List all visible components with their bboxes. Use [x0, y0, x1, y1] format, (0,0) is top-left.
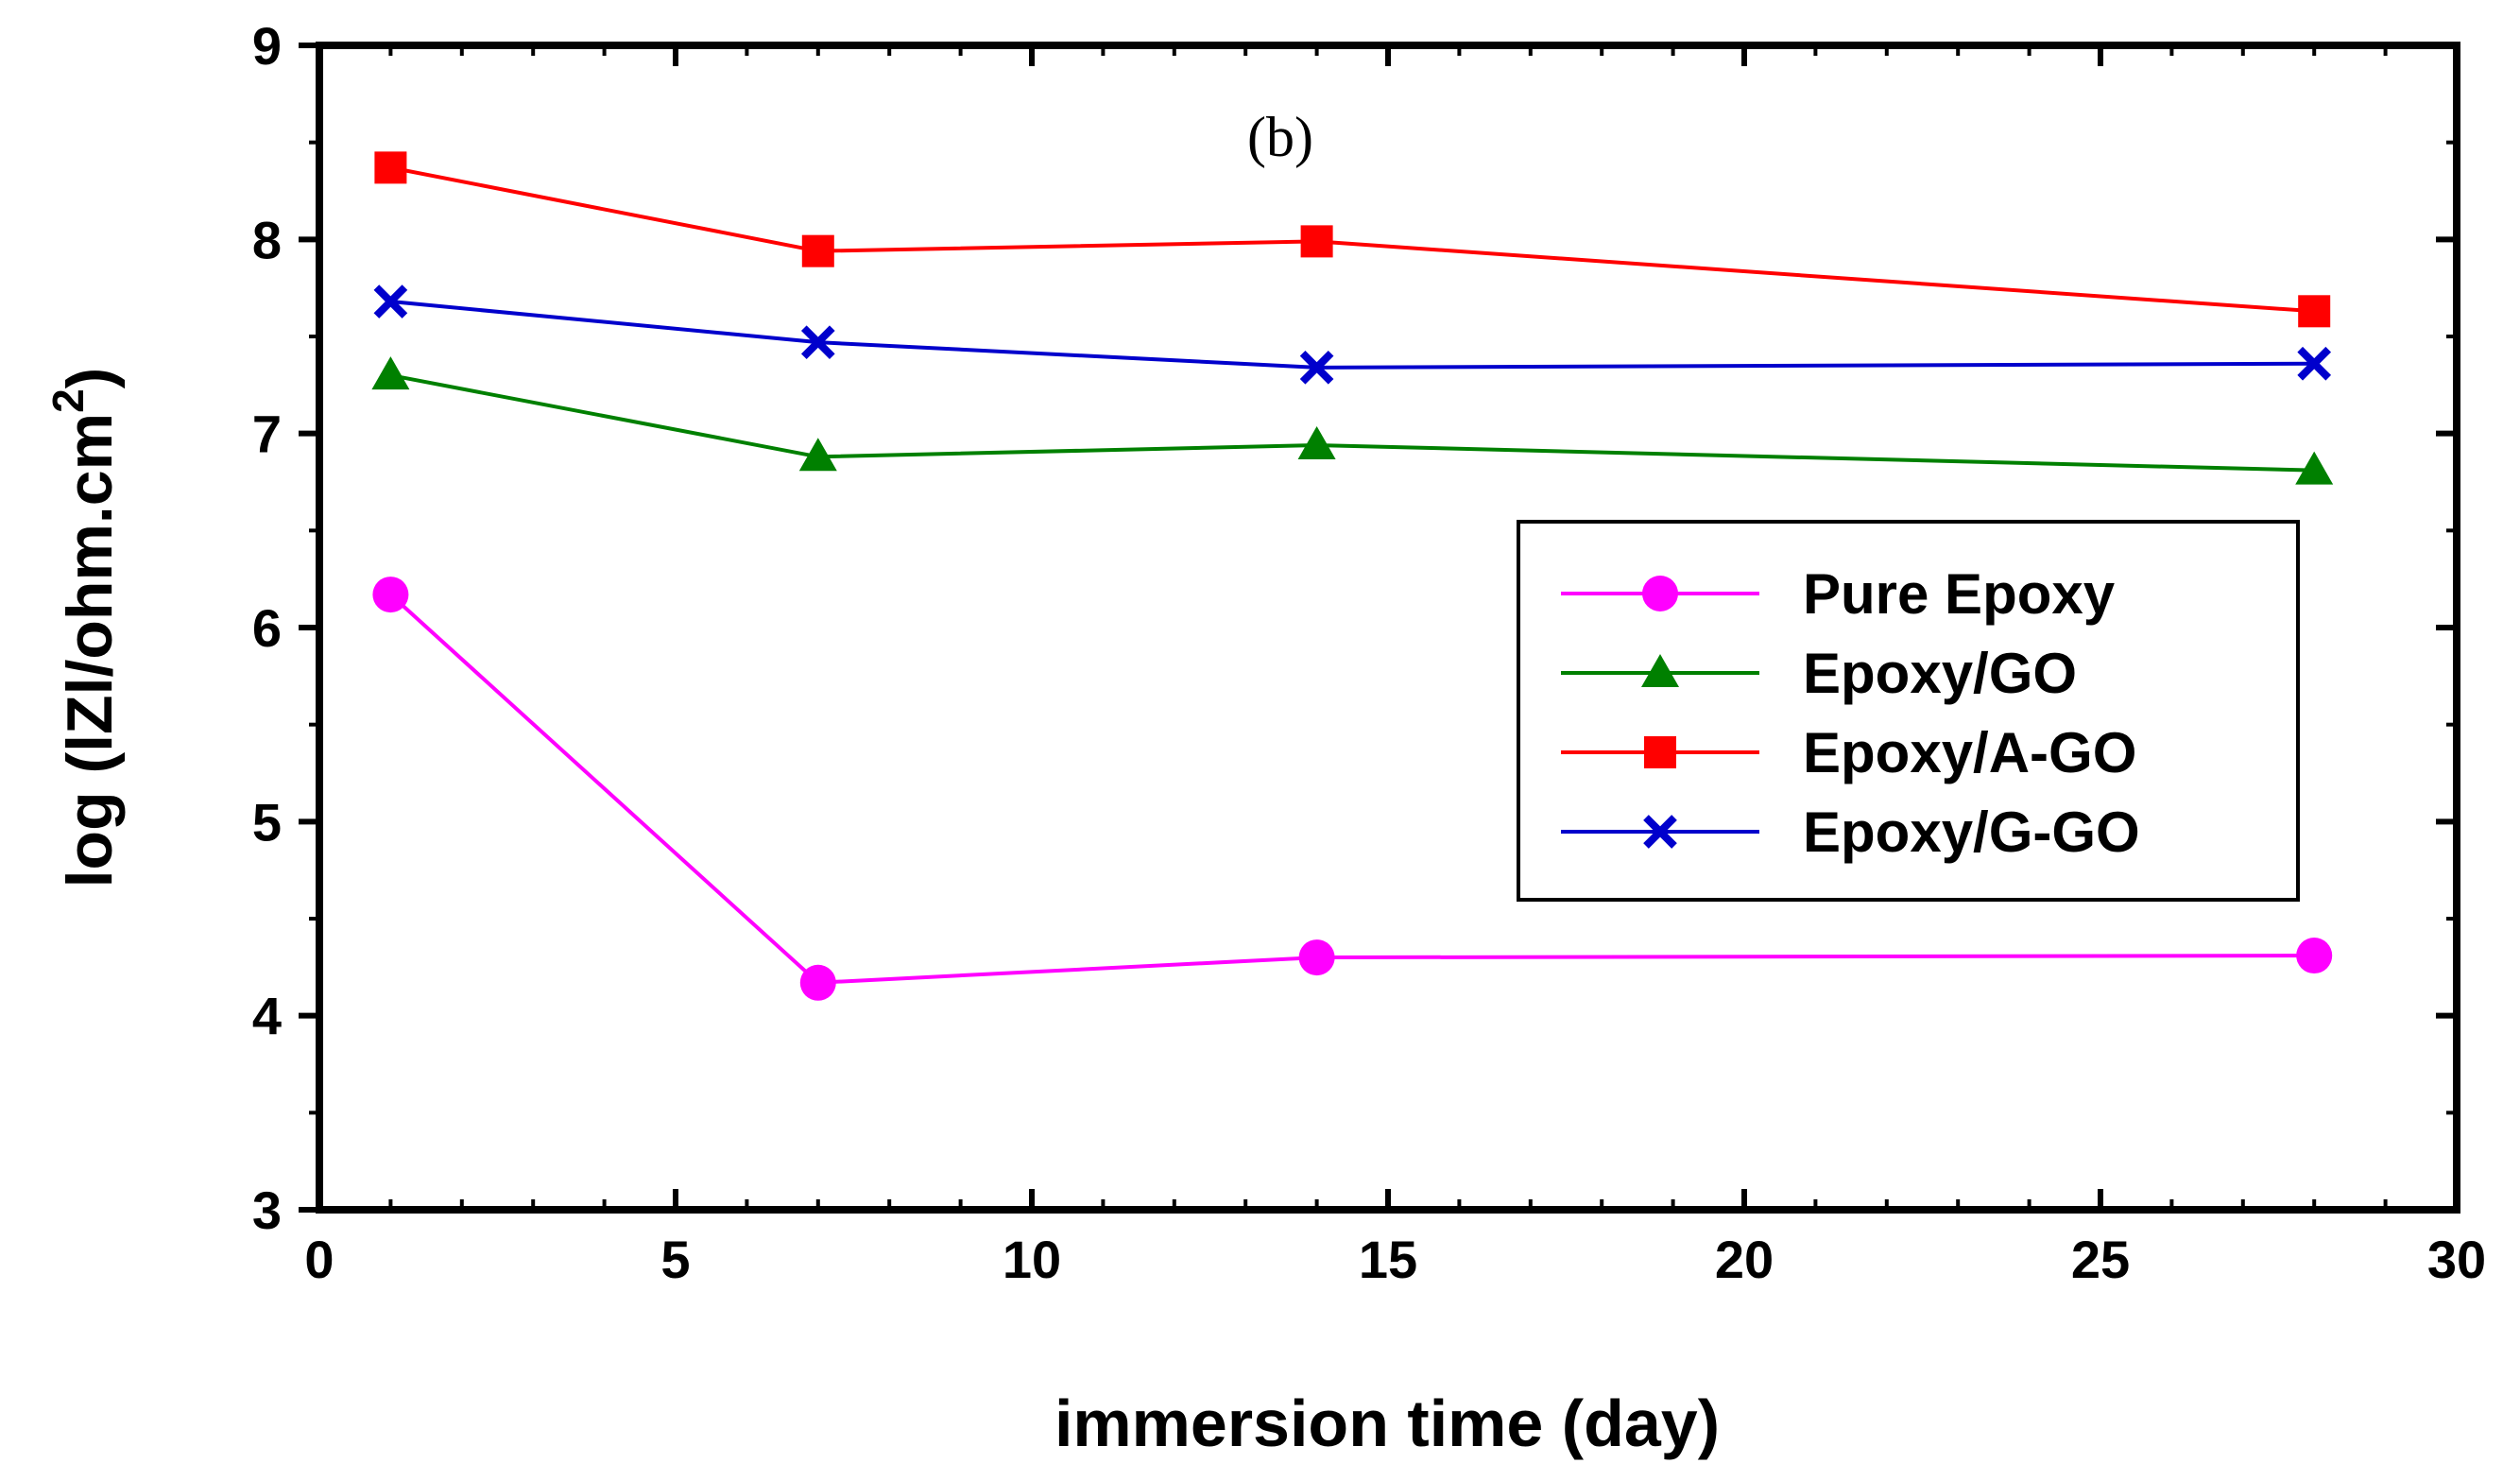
legend-item-pure-epoxy: Pure Epoxy	[1561, 562, 2116, 626]
data-point-epoxy-a-go	[1300, 225, 1333, 258]
x-tick-label: 25	[2071, 1230, 2130, 1289]
data-point-pure-epoxy	[799, 964, 836, 1001]
data-point-epoxy-go	[2295, 451, 2334, 485]
y-axis-title-main: log (lZl/ohm.cm	[54, 413, 126, 887]
y-axis-title: log (lZl/ohm.cm2)	[43, 368, 126, 888]
legend-item-epoxy-a-go: Epoxy/A-GO	[1561, 721, 2136, 784]
y-axis-title-end: )	[54, 368, 126, 389]
data-point-epoxy-go	[798, 438, 837, 472]
legend-marker	[1642, 576, 1678, 611]
data-point-epoxy-g-go	[800, 325, 835, 359]
data-point-epoxy-a-go	[374, 151, 407, 184]
legend-item-epoxy-g-go: Epoxy/G-GO	[1561, 801, 2140, 864]
data-point-epoxy-g-go	[2297, 346, 2332, 381]
y-tick-label: 9	[252, 16, 282, 76]
data-point-epoxy-a-go	[801, 234, 834, 267]
x-tick-label: 20	[1715, 1230, 1774, 1289]
x-tick-label: 0	[304, 1230, 334, 1289]
y-tick-label: 5	[252, 792, 282, 852]
series-line-epoxy-g-go	[390, 300, 2315, 370]
series-epoxy-a-go	[374, 151, 2331, 328]
series-line-epoxy-a-go	[390, 165, 2315, 314]
legend-label: Pure Epoxy	[1803, 562, 2116, 626]
panel-label: (b)	[1247, 106, 1313, 168]
legend-box	[1517, 520, 2300, 902]
data-point-pure-epoxy	[2296, 938, 2333, 974]
data-point-pure-epoxy	[1298, 939, 1335, 976]
series-pure-epoxy	[372, 577, 2333, 1001]
legend-marker	[1644, 736, 1676, 768]
data-point-epoxy-g-go	[373, 284, 408, 319]
series-layer	[371, 151, 2334, 1001]
y-tick-label: 4	[252, 987, 282, 1046]
y-tick-label: 3	[252, 1180, 282, 1240]
legend-marker	[1641, 654, 1679, 687]
legend-item-epoxy-go: Epoxy/GO	[1561, 642, 2077, 705]
data-point-epoxy-go	[1297, 425, 1336, 459]
legend-label: Epoxy/G-GO	[1803, 801, 2140, 864]
legend-label: Epoxy/A-GO	[1803, 721, 2136, 784]
y-axis-title-sup: 2	[43, 388, 93, 413]
ticks-layer: 0 5 10 15 20 25 30 3 4 5 6 7 8 9	[252, 16, 2486, 1289]
series-epoxy-g-go	[373, 284, 2332, 385]
x-tick-label: 10	[1003, 1230, 1061, 1289]
series-epoxy-go	[371, 356, 2334, 485]
x-axis-title: immersion time (day)	[1054, 1386, 1720, 1460]
legend-label: Epoxy/GO	[1803, 642, 2077, 705]
y-tick-label: 6	[252, 598, 282, 658]
x-tick-label: 30	[2427, 1230, 2486, 1289]
series-line-pure-epoxy	[389, 593, 2315, 985]
data-point-pure-epoxy	[372, 577, 409, 613]
x-tick-label: 5	[660, 1230, 690, 1289]
data-point-epoxy-a-go	[2298, 295, 2331, 328]
legend-items: Pure Epoxy Epoxy/GO Epoxy/A-GO Epoxy/G-GO	[1561, 562, 2140, 864]
data-point-epoxy-go	[371, 356, 410, 390]
y-tick-label: 8	[252, 210, 282, 269]
legend: Pure Epoxy Epoxy/GO Epoxy/A-GO Epoxy/G-GO	[1517, 520, 2300, 902]
series-line-epoxy-go	[390, 373, 2315, 473]
data-point-epoxy-g-go	[1299, 351, 1334, 385]
legend-marker	[1643, 815, 1677, 849]
x-tick-label: 15	[1359, 1230, 1417, 1289]
y-tick-label: 7	[252, 405, 282, 464]
